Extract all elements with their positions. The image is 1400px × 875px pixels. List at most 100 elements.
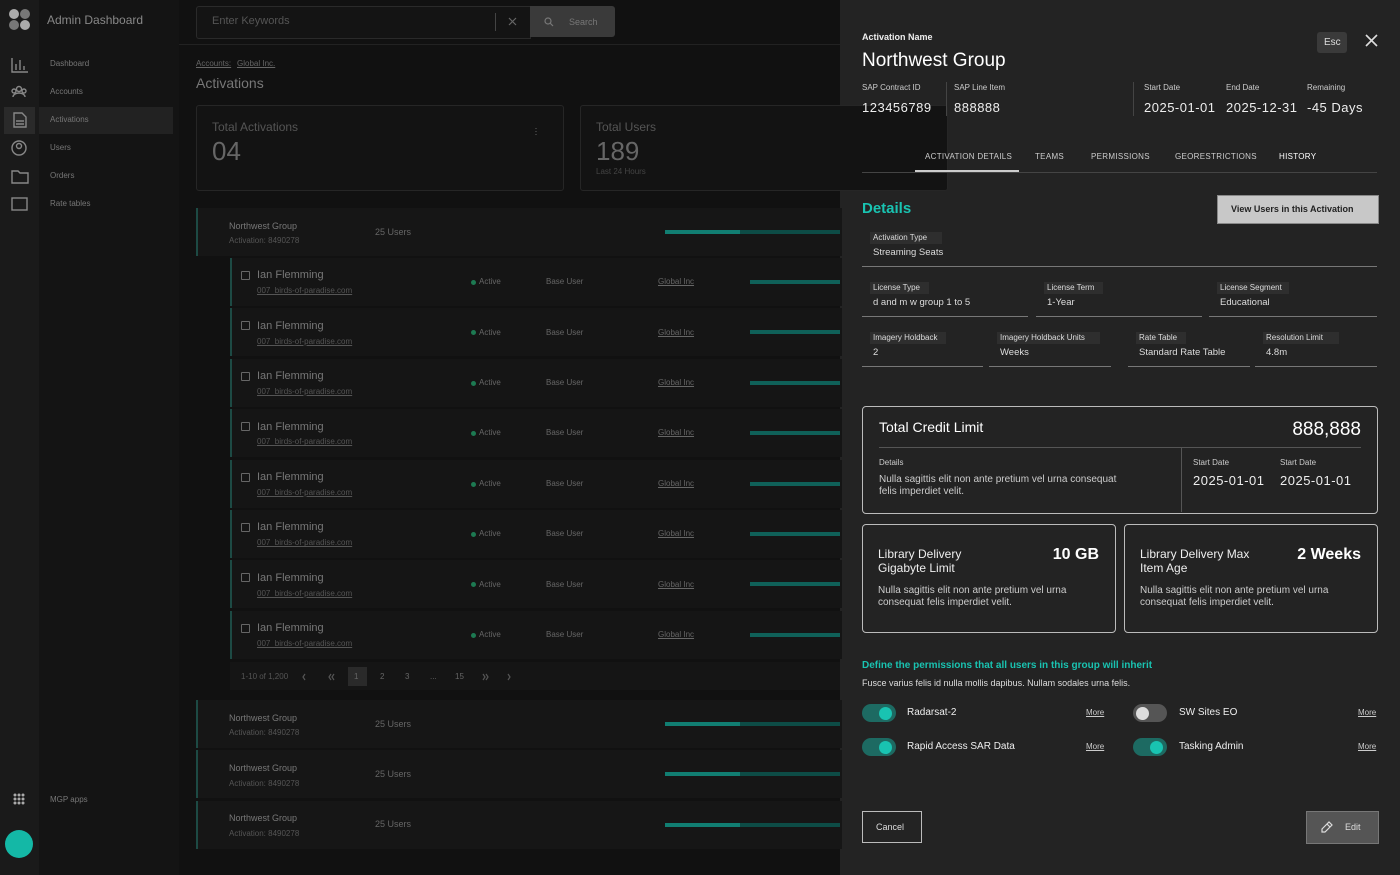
user-role: Base User	[546, 378, 584, 387]
group-activation: Activation: 8490278	[229, 236, 300, 246]
more-link[interactable]: More	[1086, 742, 1105, 752]
checkbox[interactable]	[241, 321, 250, 331]
credit-date-label: Start Date	[1193, 458, 1230, 468]
tab[interactable]: ACTIVATION DETAILS	[925, 152, 1013, 162]
field-value: d and m w group 1 to 5	[873, 297, 971, 309]
user-status: Active	[479, 277, 501, 287]
user-role: Base User	[546, 579, 584, 589]
library-title: Library Delivery Gigabyte Limit	[878, 547, 962, 575]
library-value: 2 Weeks	[1297, 546, 1361, 564]
tabs-border	[862, 172, 1377, 173]
field-label-chip	[1263, 332, 1340, 344]
meta-value: 2025-12-31	[1226, 100, 1298, 116]
user-name: Ian Flemming	[257, 370, 324, 383]
group-activation: Activation: 8490278	[229, 828, 300, 838]
checkbox[interactable]	[241, 371, 250, 381]
stat-label: Total Activations	[212, 119, 299, 134]
credit-details: Nulla sagittis elit non ante pretium vel…	[879, 474, 1117, 497]
page-link[interactable]: 15	[455, 672, 464, 682]
tab[interactable]: HISTORY	[1279, 152, 1317, 162]
user-progress	[750, 280, 840, 284]
stat-value: 04	[212, 136, 241, 167]
nav-item[interactable]: Orders	[50, 171, 75, 181]
nav-item[interactable]: Activations	[50, 115, 89, 125]
more-link[interactable]: More	[1086, 708, 1105, 718]
nav-item[interactable]: Accounts	[50, 87, 83, 97]
checkbox[interactable]	[241, 422, 250, 432]
user-progress	[750, 481, 840, 486]
user-row	[230, 358, 842, 407]
tab-underline	[915, 170, 1019, 172]
meta-label: Start Date	[1144, 83, 1181, 93]
user-role: Base User	[546, 327, 584, 337]
field-underline	[1036, 316, 1202, 317]
toggle-knob	[1150, 741, 1163, 754]
page-link[interactable]: 2	[380, 672, 385, 682]
icon-rail	[0, 0, 39, 875]
field-value: Weeks	[1000, 347, 1029, 359]
field-underline	[1128, 366, 1250, 367]
view-users-button[interactable]	[1217, 195, 1379, 224]
checkbox[interactable]	[241, 271, 250, 280]
status-dot	[471, 431, 476, 437]
tab[interactable]: PERMISSIONS	[1091, 152, 1150, 162]
page-title: Activations	[196, 74, 264, 91]
meta-divider	[1133, 82, 1134, 116]
apps-link[interactable]: MGP apps	[50, 795, 88, 805]
page-link[interactable]: 3	[405, 672, 410, 682]
user-email: 007_birds-of-paradise.com	[257, 538, 353, 548]
panel-title: Northwest Group	[862, 49, 1006, 71]
pagination	[230, 662, 840, 690]
group-progress	[665, 772, 840, 777]
meta-label: End Date	[1226, 83, 1260, 93]
checkbox[interactable]	[241, 623, 250, 633]
edit-button[interactable]	[1306, 811, 1379, 844]
group-activation: Activation: 8490278	[229, 728, 300, 738]
more-link[interactable]: More	[1358, 708, 1377, 718]
search-button-label: Search	[569, 16, 598, 27]
nav-item[interactable]: Rate tables	[50, 199, 91, 209]
toggle-name: Radarsat-2	[907, 707, 957, 718]
field-value: 1-Year	[1047, 297, 1075, 309]
user-progress	[750, 632, 840, 637]
toggle-knob	[1136, 707, 1149, 720]
user-status: Active	[479, 478, 501, 488]
checkbox[interactable]	[241, 472, 250, 482]
field-underline	[1209, 316, 1377, 317]
page-link[interactable]: 1	[354, 672, 359, 682]
user-account: Global Inc	[658, 428, 695, 438]
esc-button[interactable]	[1317, 32, 1347, 53]
user-name: Ian Flemming	[257, 471, 324, 483]
checkbox[interactable]	[241, 523, 250, 532]
search-button[interactable]	[530, 6, 615, 37]
tab[interactable]: GEORESTRICTIONS	[1175, 152, 1257, 162]
user-account: Global Inc	[658, 277, 695, 287]
group-activation: Activation: 8490278	[229, 778, 300, 788]
user-account: Global Inc	[658, 529, 695, 539]
field-label: Imagery Holdback	[873, 333, 938, 343]
user-role: Base User	[546, 478, 584, 488]
view-users-label: View Users in this Activation	[1231, 203, 1354, 214]
more-link[interactable]: More	[1358, 742, 1377, 752]
cancel-button[interactable]	[862, 811, 922, 843]
field-label-chip	[1044, 282, 1103, 294]
nav-panel	[39, 0, 179, 875]
field-label-chip	[870, 232, 942, 244]
checkbox[interactable]	[241, 573, 250, 583]
tab[interactable]: TEAMS	[1035, 152, 1065, 162]
nav-item[interactable]: Dashboard	[50, 59, 90, 69]
user-name: Ian Flemming	[257, 269, 324, 282]
user-account: Global Inc	[658, 478, 695, 488]
stat-value: 189	[596, 136, 640, 167]
search-input[interactable]	[196, 6, 531, 39]
user-status: Active	[479, 428, 501, 438]
status-dot	[471, 632, 476, 638]
field-underline	[862, 316, 1028, 317]
meta-value: 888888	[954, 100, 1001, 116]
status-dot	[471, 330, 476, 336]
page-link[interactable]: ...	[430, 672, 437, 682]
nav-item[interactable]: Users	[50, 143, 71, 153]
field-value: Educational	[1220, 297, 1270, 309]
credit-date-value: 2025-01-01	[1280, 473, 1352, 489]
